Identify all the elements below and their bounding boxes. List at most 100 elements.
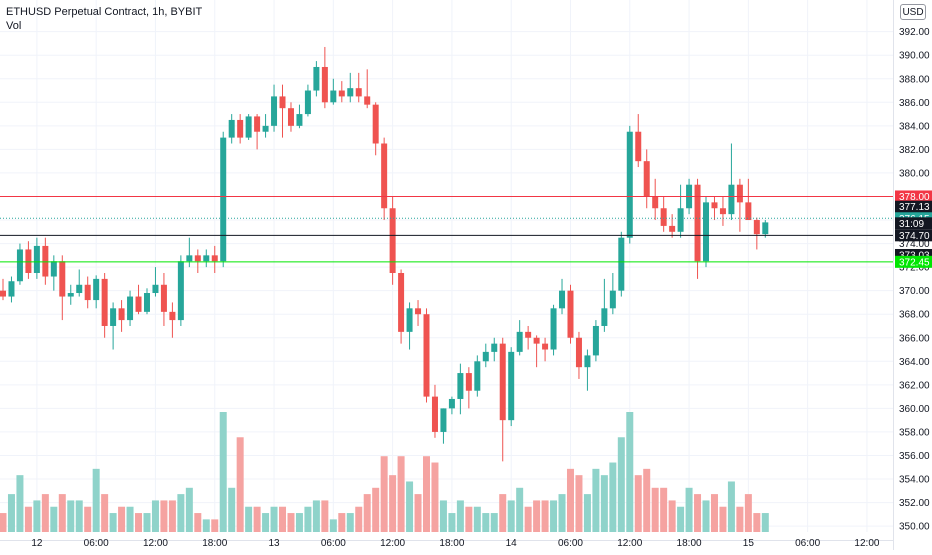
volume-bar <box>253 506 261 532</box>
candle-body <box>703 202 710 262</box>
volume-bar <box>101 494 109 532</box>
volume-bar <box>685 487 693 532</box>
candle-body <box>635 131 642 162</box>
candle-body <box>84 284 91 301</box>
candle-body <box>567 290 574 338</box>
candle-body <box>364 96 371 105</box>
volume-bar <box>143 513 151 532</box>
volume-bar <box>7 494 15 532</box>
x-tick-label: 12:00 <box>380 538 405 549</box>
candle-body <box>381 143 388 209</box>
countdown-label: 31:09 <box>899 219 924 230</box>
candle-body <box>228 119 235 138</box>
volume-bar <box>524 506 532 532</box>
volume-bar <box>736 506 744 532</box>
x-tick-label: 13 <box>268 538 280 549</box>
volume-bar <box>329 519 337 532</box>
y-tick-label: 358.00 <box>899 427 930 438</box>
candle-body <box>601 308 608 326</box>
y-tick-label: 368.00 <box>899 310 930 321</box>
volume-bar <box>702 500 710 532</box>
candle-body <box>431 396 438 432</box>
volume-bar <box>160 500 168 532</box>
volume-bar <box>185 487 193 532</box>
candle-body <box>254 116 261 132</box>
volume-bar <box>456 500 464 532</box>
y-tick-label: 386.00 <box>899 98 930 109</box>
volume-bar <box>541 500 549 532</box>
candle-body <box>8 281 15 297</box>
volume-bar <box>304 506 312 532</box>
volume-bar <box>41 494 49 532</box>
x-tick-label: 18:00 <box>677 538 702 549</box>
candle-body <box>143 293 150 312</box>
candle-body <box>626 131 633 238</box>
volume-bar <box>592 468 600 532</box>
volume-bar <box>448 513 456 532</box>
volume-bar <box>67 500 75 532</box>
volume-bar <box>279 506 287 532</box>
candle-body <box>0 290 6 297</box>
countdown-tag-bg <box>895 217 932 230</box>
x-tick-label: 06:00 <box>795 538 820 549</box>
volume-bar <box>202 519 210 532</box>
candle-body <box>677 208 684 232</box>
price-tag-label: 377.13 <box>899 202 930 213</box>
volume-bar <box>575 475 583 532</box>
candle-body <box>652 196 659 209</box>
candle-body <box>313 66 320 91</box>
volume-bar <box>643 468 651 532</box>
volume-bar <box>109 513 117 532</box>
candle-body <box>406 308 413 332</box>
x-tick-label: 12:00 <box>617 538 642 549</box>
x-tick-label: 12:00 <box>143 538 168 549</box>
candle-body <box>135 296 142 312</box>
candle-body <box>59 261 66 297</box>
symbol-title[interactable]: ETHUSD Perpetual Contract, 1h, BYBIT <box>6 6 203 18</box>
volume-bar <box>710 494 718 532</box>
candle-body <box>389 208 396 273</box>
candle-body <box>118 308 125 321</box>
volume-bar <box>634 475 642 532</box>
y-tick-label: 366.00 <box>899 333 930 344</box>
candle-body <box>194 255 201 262</box>
candle-body <box>93 278 100 301</box>
y-tick-label: 350.00 <box>899 522 930 533</box>
candle-body <box>304 90 311 115</box>
volume-bar <box>660 487 668 532</box>
candle-body <box>186 255 193 262</box>
volume-bar <box>694 494 702 532</box>
y-tick-label: 372.00 <box>899 263 930 274</box>
volume-bar <box>372 487 380 532</box>
volume-bar <box>126 506 134 532</box>
candle-body <box>533 337 540 344</box>
volume-bar <box>651 487 659 532</box>
candle-body <box>728 184 735 215</box>
candle-body <box>465 373 472 391</box>
volume-bar <box>389 475 397 532</box>
candle-body <box>745 202 752 221</box>
volume-bar <box>380 456 388 532</box>
volume-bar <box>287 513 295 532</box>
volume-bar <box>507 500 515 532</box>
x-tick-label: 14 <box>506 538 518 549</box>
currency-button[interactable]: USD <box>900 4 926 20</box>
volume-bar <box>431 462 439 532</box>
volume-bar <box>262 513 270 532</box>
price-tag-bg <box>895 229 932 242</box>
chart-legend: ETHUSD Perpetual Contract, 1h, BYBIT Vol <box>6 5 202 33</box>
candle-body <box>736 184 743 203</box>
volume-bar <box>0 513 7 532</box>
candle-body <box>508 351 515 421</box>
candle-body <box>330 90 337 103</box>
y-tick-label: 384.00 <box>899 121 930 132</box>
y-tick-label: 370.00 <box>899 286 930 297</box>
volume-label[interactable]: Vol <box>6 20 22 32</box>
candle-body <box>110 308 117 326</box>
volume-bar <box>668 500 676 532</box>
volume-bar <box>406 481 414 532</box>
volume-bar <box>753 513 761 532</box>
y-tick-label: 354.00 <box>899 475 930 486</box>
